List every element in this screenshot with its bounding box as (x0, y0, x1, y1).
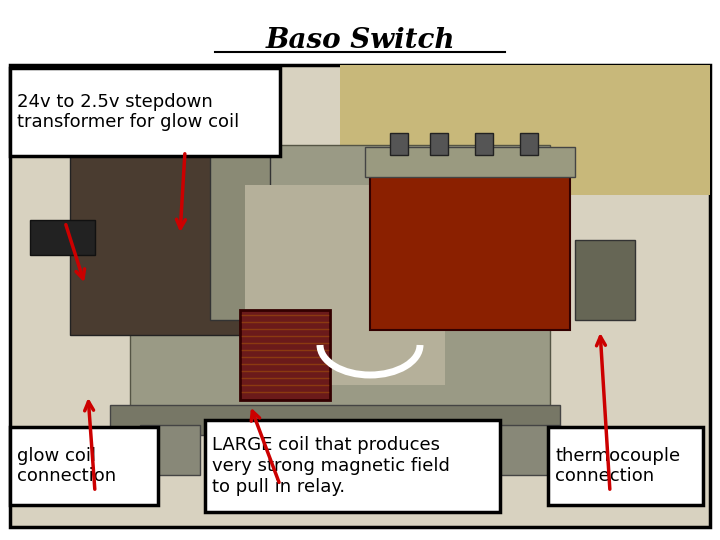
Bar (110, 405, 560, 435)
Bar (370, 155, 570, 330)
Bar (10, 68, 280, 156)
Bar (365, 147, 575, 177)
Bar (390, 133, 408, 155)
Bar (520, 133, 538, 155)
Text: Baso Switch: Baso Switch (265, 26, 455, 53)
Text: glow coil
connection: glow coil connection (17, 447, 116, 485)
Bar (130, 145, 550, 415)
Bar (240, 310, 330, 400)
Bar (70, 145, 240, 335)
Bar (10, 427, 158, 505)
Bar (30, 220, 95, 255)
Polygon shape (340, 65, 710, 195)
Text: LARGE coil that produces
very strong magnetic field
to pull in relay.: LARGE coil that produces very strong mag… (212, 436, 450, 496)
Bar (475, 133, 493, 155)
Bar (205, 420, 500, 512)
Bar (575, 240, 635, 320)
Bar (140, 425, 200, 475)
Bar (210, 155, 270, 320)
Text: thermocouple
connection: thermocouple connection (555, 447, 680, 485)
Text: 24v to 2.5v stepdown
transformer for glow coil: 24v to 2.5v stepdown transformer for glo… (17, 92, 239, 131)
Bar (500, 425, 560, 475)
Bar (10, 65, 710, 527)
Bar (548, 427, 703, 505)
Bar (245, 185, 445, 385)
Bar (430, 133, 448, 155)
